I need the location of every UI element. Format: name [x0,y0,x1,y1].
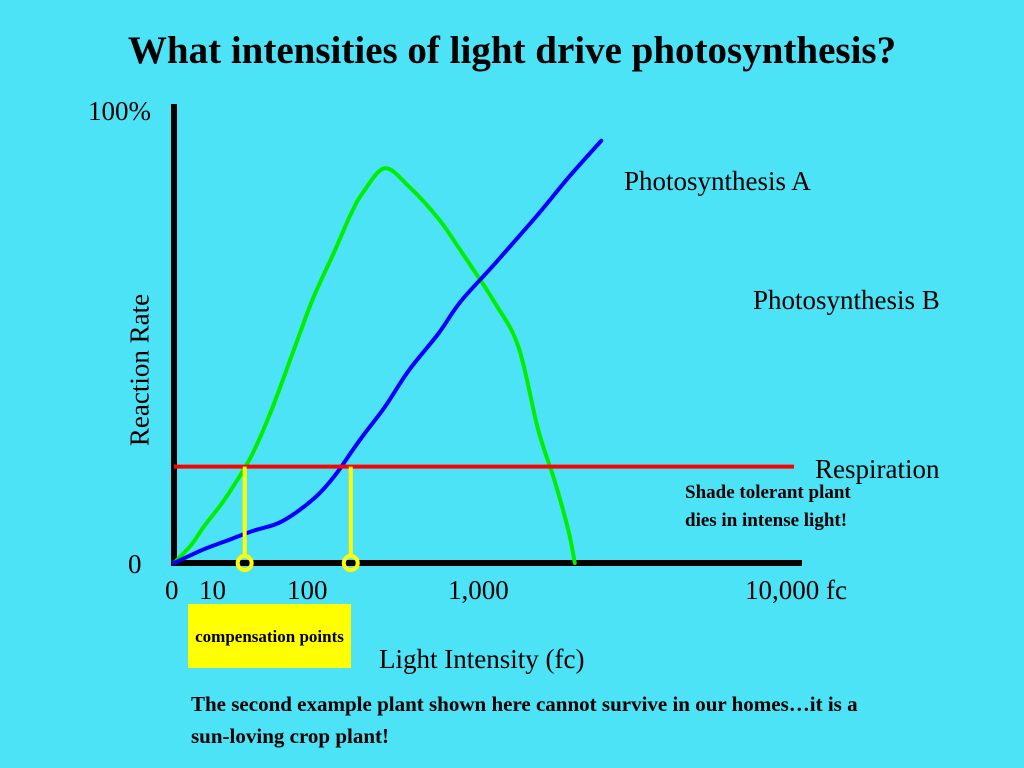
slide-title: What intensities of light drive photosyn… [127,29,897,72]
series-line-photosynthesis-a [172,166,577,565]
y-axis-label: Reaction Rate [124,293,155,447]
y-tick-label-0: 0 [128,549,142,579]
shade-tolerant-note: Shade tolerant plant dies in intense lig… [685,482,851,531]
compensation-points-callout: compensation points [188,604,351,668]
series-label-photosynthesis-b: Photosynthesis B [753,285,940,315]
series-label-photosynthesis-a: Photosynthesis A [624,166,811,196]
chart-marker-layer [235,466,360,572]
x-tick-label-1000: 1,000 [448,575,509,605]
series-label-respiration: Respiration [815,454,940,484]
x-tick-label-100: 100 [287,575,328,605]
bottom-note: The second example plant shown here cann… [191,692,858,748]
x-tick-label-10000: 10,000 fc [745,575,847,605]
y-tick-label-100: 100% [88,96,151,126]
series-line-photosynthesis-b [172,138,604,565]
x-tick-label-10: 10 [199,575,226,605]
x-axis-label: Light Intensity (fc) [379,644,585,674]
compensation-points-label: compensation points [195,626,344,646]
chart-axes [171,104,802,566]
x-tick-label-0: 0 [165,575,179,605]
compensation-point-marker-1 [235,554,254,572]
compensation-point-marker-2 [341,554,360,572]
